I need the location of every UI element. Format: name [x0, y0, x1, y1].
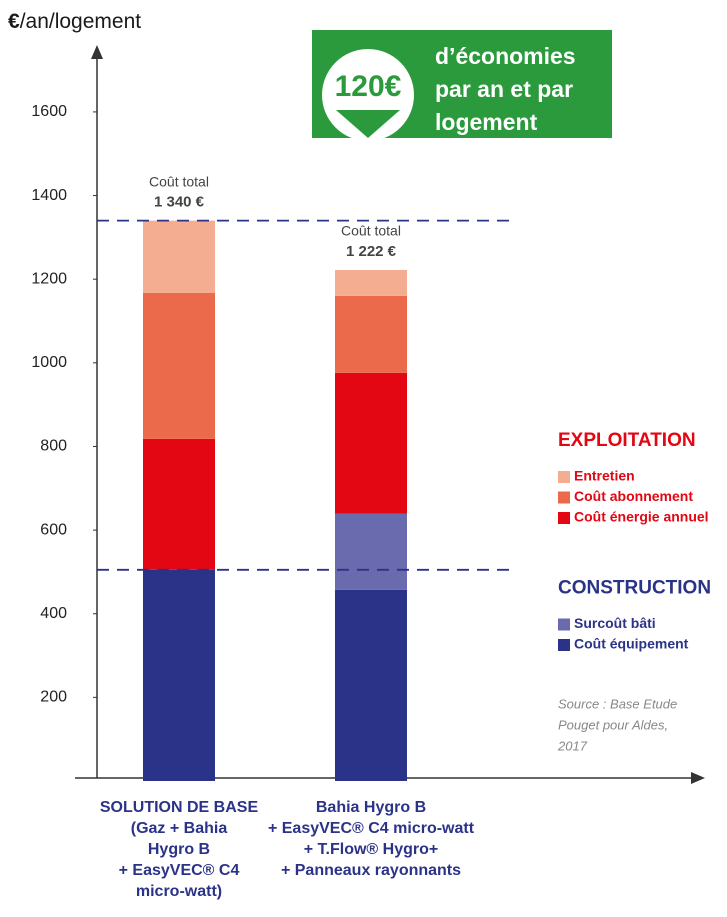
y-axis-label: €/an/logement [8, 10, 141, 33]
bar-segment [335, 513, 407, 590]
y-label-text: /an/logement [20, 10, 142, 33]
y-tick-label: 600 [40, 521, 67, 538]
y-tick-label: 1200 [31, 270, 67, 287]
callout-amount: 120€ [335, 70, 402, 103]
y-tick-label: 800 [40, 438, 67, 455]
legend-swatch [558, 471, 570, 483]
y-tick-label: 1600 [31, 103, 67, 120]
legend-label: Surcoût bâti [574, 615, 656, 631]
x-tick-label: + EasyVEC® C4 micro-watt [268, 820, 475, 837]
legend-label: Coût énergie annuel [574, 509, 709, 525]
source: Source : Base Etude [558, 696, 677, 711]
total-caption: Coût total [149, 173, 209, 189]
bar-segment [335, 269, 407, 296]
bar-segment [335, 589, 407, 781]
total-label: 1 340 € [154, 194, 205, 211]
y-tick-label: 400 [40, 605, 67, 622]
bar-segment [143, 438, 215, 570]
x-tick-label: + Panneaux rayonnants [281, 862, 461, 879]
callout-line: d’économies [435, 43, 576, 69]
callout-arrow [336, 110, 400, 138]
y-tick-label: 1000 [31, 354, 67, 371]
source: 2017 [557, 738, 588, 753]
x-tick-label: SOLUTION DE BASE [100, 799, 259, 816]
legend-label: Entretien [574, 468, 635, 484]
legend-title: CONSTRUCTION [558, 578, 711, 599]
legend-swatch [558, 491, 570, 504]
legend-swatch [558, 639, 570, 651]
x-tick-label: Bahia Hygro B [316, 799, 426, 816]
x-tick-label: + EasyVEC® C4 [119, 862, 240, 879]
total-caption: Coût total [341, 223, 401, 239]
callout-line: logement [435, 109, 538, 135]
bar-segment [143, 292, 215, 439]
x-tick-label: (Gaz + Bahia [131, 820, 228, 837]
y-axis-arrow [91, 45, 103, 59]
callout-line: par an et par [435, 76, 573, 102]
x-tick-label: + T.Flow® Hygro+ [304, 841, 438, 858]
bar-segment [143, 569, 215, 781]
bar-segment [143, 220, 215, 293]
x-tick-label: micro-watt) [136, 883, 222, 900]
legend-label: Coût équipement [574, 636, 689, 652]
legend-label: Coût abonnement [574, 488, 693, 504]
legend-swatch [558, 512, 570, 524]
legend-swatch [558, 618, 570, 631]
x-tick-label: Hygro B [148, 841, 210, 858]
bar-segment [335, 295, 407, 373]
y-tick-label: 200 [40, 689, 67, 706]
callout-circle [322, 49, 414, 141]
total-label: 1 222 € [346, 243, 397, 260]
y-unit: € [8, 10, 20, 33]
source: Pouget pour Aldes, [558, 717, 668, 732]
bar-segment [335, 372, 407, 514]
y-tick-label: 1400 [31, 187, 67, 204]
x-axis-arrow [691, 772, 705, 784]
legend-title: EXPLOITATION [558, 430, 696, 451]
